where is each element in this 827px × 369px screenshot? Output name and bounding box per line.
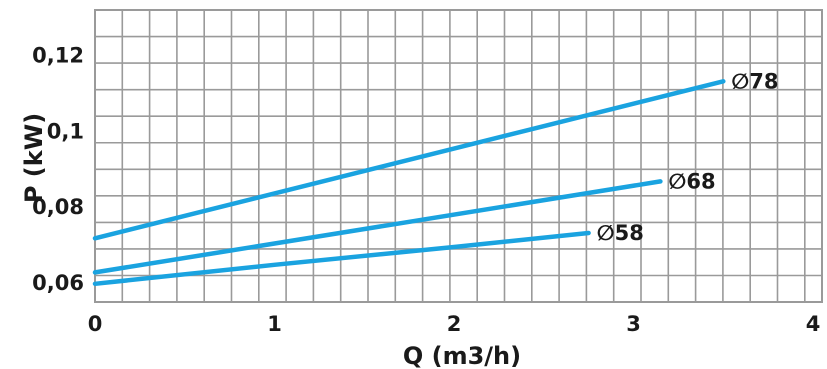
series-line [92,79,726,241]
series-line [92,179,663,275]
y-tick-label: 0,12 [32,44,84,68]
y-tick-label: 0,1 [47,119,84,143]
y-axis-title: P (kW) [20,113,48,203]
x-tick-label: 2 [447,312,462,336]
series-group: ∅78 ∅68 ∅58 [92,69,778,287]
x-tick-label: 1 [267,312,282,336]
x-axis-title: Q (m3/h) [403,342,521,369]
y-tick-labels: 0,06 0,08 0,1 0,12 [32,44,84,296]
series-label: ∅58 [597,221,644,245]
plot-frame [94,9,823,303]
series-line [92,230,591,287]
grid [94,9,822,303]
y-tick-label: 0,06 [32,271,84,295]
x-tick-labels: 0 1 2 3 4 [88,312,821,336]
y-tick-label: 0,08 [32,195,84,219]
x-tick-label: 0 [88,312,103,336]
series-label: ∅78 [731,69,778,93]
series-label: ∅68 [668,169,715,193]
x-tick-label: 4 [806,312,821,336]
x-tick-label: 3 [626,312,641,336]
